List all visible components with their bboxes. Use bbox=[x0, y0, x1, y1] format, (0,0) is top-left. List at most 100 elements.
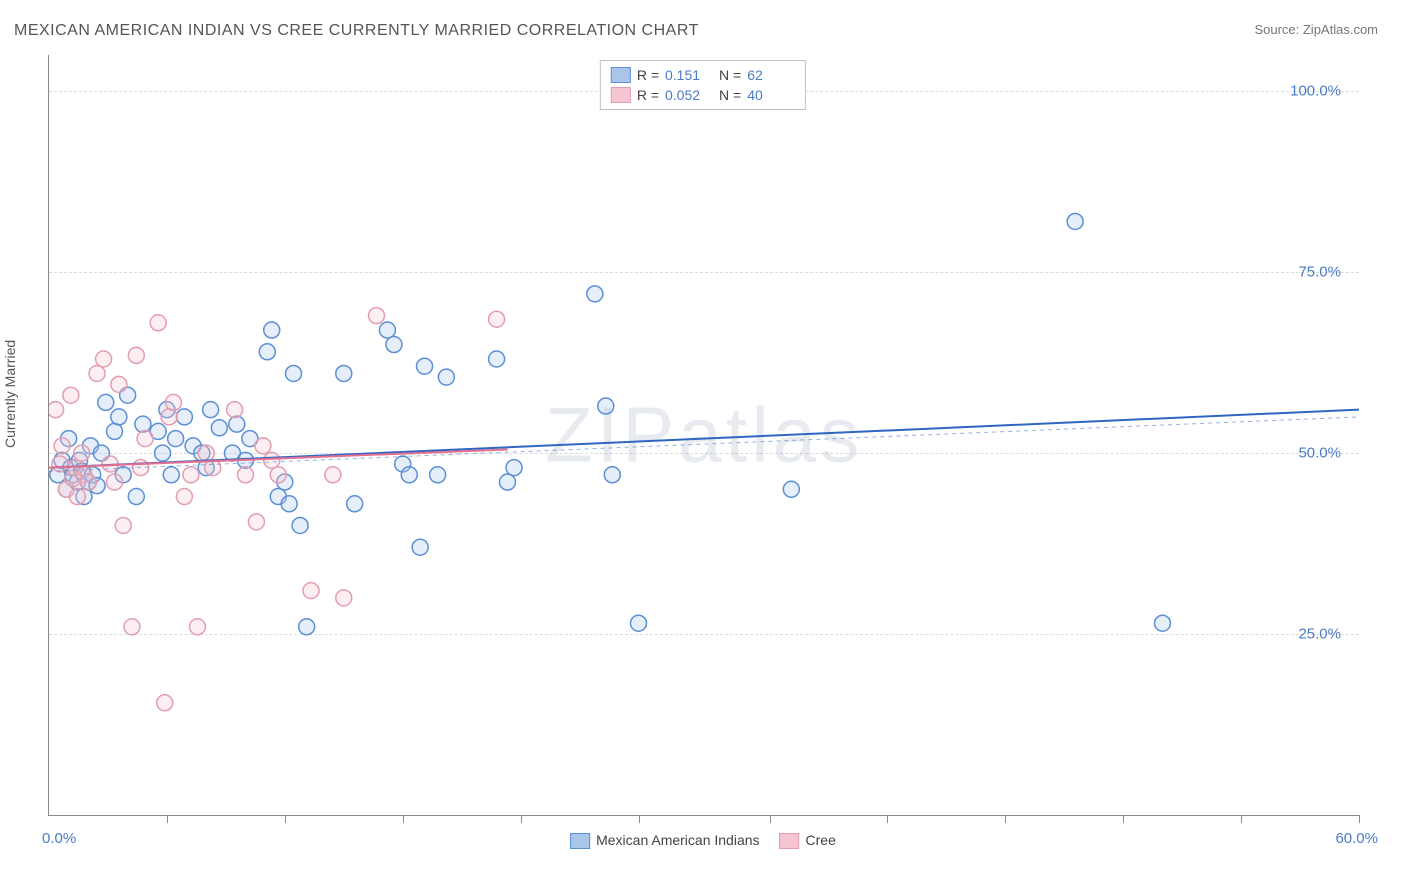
chart-title: MEXICAN AMERICAN INDIAN VS CREE CURRENTL… bbox=[14, 22, 699, 40]
x-tick bbox=[403, 815, 404, 823]
data-point bbox=[89, 365, 105, 381]
x-tick bbox=[521, 815, 522, 823]
data-point bbox=[604, 467, 620, 483]
y-axis-label: Currently Married bbox=[2, 340, 18, 448]
legend-series-label: Cree bbox=[806, 832, 836, 848]
data-point bbox=[587, 286, 603, 302]
data-point bbox=[248, 514, 264, 530]
data-point bbox=[286, 365, 302, 381]
plot-area: ZIPatlas 100.0%75.0%50.0%25.0% bbox=[48, 55, 1359, 816]
data-point bbox=[783, 481, 799, 497]
data-point bbox=[264, 322, 280, 338]
data-point bbox=[137, 431, 153, 447]
data-point bbox=[161, 409, 177, 425]
data-point bbox=[165, 394, 181, 410]
legend-swatch bbox=[611, 67, 631, 83]
data-point bbox=[489, 351, 505, 367]
data-point bbox=[107, 474, 123, 490]
data-point bbox=[401, 467, 417, 483]
data-point bbox=[49, 402, 64, 418]
data-point bbox=[54, 438, 70, 454]
data-point bbox=[1067, 213, 1083, 229]
data-point bbox=[430, 467, 446, 483]
data-point bbox=[255, 438, 271, 454]
legend-n-value: 40 bbox=[747, 87, 795, 103]
data-point bbox=[386, 337, 402, 353]
x-tick bbox=[1005, 815, 1006, 823]
legend-item: Mexican American Indians bbox=[570, 832, 759, 849]
data-point bbox=[412, 539, 428, 555]
x-axis-max-label: 60.0% bbox=[1335, 830, 1378, 847]
x-tick bbox=[887, 815, 888, 823]
data-point bbox=[500, 474, 516, 490]
legend-n-label: N = bbox=[719, 67, 741, 83]
data-point bbox=[631, 615, 647, 631]
x-tick bbox=[1241, 815, 1242, 823]
data-point bbox=[135, 416, 151, 432]
data-point bbox=[281, 496, 297, 512]
data-point bbox=[227, 402, 243, 418]
data-point bbox=[183, 467, 199, 483]
data-point bbox=[150, 315, 166, 331]
data-point bbox=[115, 517, 131, 533]
data-point bbox=[111, 409, 127, 425]
data-point bbox=[325, 467, 341, 483]
data-point bbox=[379, 322, 395, 338]
legend-r-value: 0.052 bbox=[665, 87, 713, 103]
legend-swatch bbox=[780, 833, 800, 849]
legend-r-label: R = bbox=[637, 87, 659, 103]
data-point bbox=[124, 619, 140, 635]
legend-n-label: N = bbox=[719, 87, 741, 103]
data-point bbox=[369, 308, 385, 324]
data-point bbox=[259, 344, 275, 360]
data-point bbox=[489, 311, 505, 327]
data-point bbox=[111, 376, 127, 392]
legend-n-value: 62 bbox=[747, 67, 795, 83]
data-point bbox=[128, 489, 144, 505]
legend-series-label: Mexican American Indians bbox=[596, 832, 759, 848]
data-point bbox=[163, 467, 179, 483]
data-point bbox=[189, 619, 205, 635]
data-point bbox=[69, 489, 85, 505]
data-point bbox=[198, 445, 214, 461]
data-point bbox=[303, 583, 319, 599]
data-point bbox=[292, 517, 308, 533]
legend-swatch bbox=[611, 87, 631, 103]
data-point bbox=[336, 590, 352, 606]
x-tick bbox=[167, 815, 168, 823]
x-tick bbox=[639, 815, 640, 823]
source-attribution: Source: ZipAtlas.com bbox=[1254, 22, 1378, 37]
data-point bbox=[107, 423, 123, 439]
x-tick bbox=[285, 815, 286, 823]
data-point bbox=[238, 467, 254, 483]
data-point bbox=[270, 467, 286, 483]
data-point bbox=[63, 387, 79, 403]
data-point bbox=[347, 496, 363, 512]
legend-row: R = 0.052 N = 40 bbox=[611, 85, 795, 105]
data-point bbox=[417, 358, 433, 374]
data-point bbox=[155, 445, 171, 461]
x-tick bbox=[770, 815, 771, 823]
data-point bbox=[80, 474, 96, 490]
chart-svg bbox=[49, 55, 1359, 815]
data-point bbox=[506, 460, 522, 476]
data-point bbox=[598, 398, 614, 414]
data-point bbox=[438, 369, 454, 385]
data-point bbox=[229, 416, 245, 432]
legend-item: Cree bbox=[780, 832, 836, 849]
data-point bbox=[52, 456, 68, 472]
data-point bbox=[211, 420, 227, 436]
legend-r-value: 0.151 bbox=[665, 67, 713, 83]
series-legend: Mexican American Indians Cree bbox=[570, 832, 836, 849]
data-point bbox=[157, 695, 173, 711]
data-point bbox=[74, 445, 90, 461]
correlation-legend: R = 0.151 N = 62 R = 0.052 N = 40 bbox=[600, 60, 806, 110]
legend-row: R = 0.151 N = 62 bbox=[611, 65, 795, 85]
x-axis-min-label: 0.0% bbox=[42, 830, 76, 847]
legend-swatch bbox=[570, 833, 590, 849]
data-point bbox=[176, 409, 192, 425]
data-point bbox=[176, 489, 192, 505]
x-tick bbox=[1359, 815, 1360, 823]
data-point bbox=[299, 619, 315, 635]
legend-r-label: R = bbox=[637, 67, 659, 83]
